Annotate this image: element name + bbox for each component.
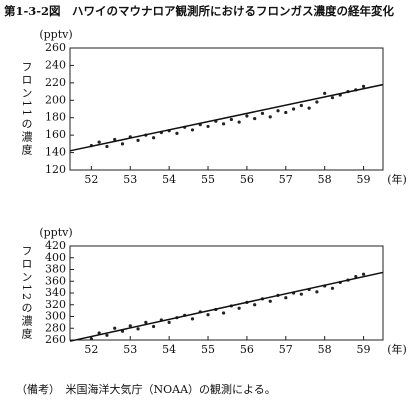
y-tick-label: 300 bbox=[45, 310, 66, 323]
data-point bbox=[354, 274, 358, 279]
x-tick-label: 52 bbox=[84, 343, 98, 356]
data-point bbox=[253, 303, 257, 307]
y-unit: (pptv) bbox=[39, 28, 72, 41]
data-point bbox=[120, 142, 125, 146]
data-point bbox=[229, 117, 233, 122]
data-point bbox=[175, 131, 179, 135]
y-tick-label: 180 bbox=[45, 111, 66, 124]
y-tick-label: 200 bbox=[45, 93, 66, 106]
data-point bbox=[268, 299, 272, 303]
data-point bbox=[299, 292, 303, 296]
plot-frame bbox=[69, 47, 384, 171]
trend-line bbox=[69, 83, 384, 152]
x-tick-label: 57 bbox=[279, 343, 293, 356]
data-point bbox=[253, 116, 257, 121]
y-tick-label: 140 bbox=[45, 146, 66, 159]
data-point bbox=[221, 311, 226, 315]
data-point bbox=[206, 124, 210, 129]
data-point bbox=[245, 114, 249, 118]
data-point bbox=[284, 296, 288, 300]
x-tick-label: 56 bbox=[240, 173, 254, 186]
data-point bbox=[361, 84, 366, 88]
data-point bbox=[237, 120, 241, 124]
data-point bbox=[315, 290, 319, 294]
data-point bbox=[190, 128, 195, 132]
data-point bbox=[97, 331, 101, 335]
data-point bbox=[260, 111, 265, 115]
data-point bbox=[105, 144, 109, 149]
figure-title: 第1-3-2図 ハワイのマウナロア観測所におけるフロンガス濃度の経年変化 bbox=[4, 4, 395, 18]
data-point bbox=[330, 286, 335, 290]
x-unit: (年) bbox=[387, 172, 407, 186]
x-tick-label: 55 bbox=[201, 343, 215, 356]
x-unit: (年) bbox=[387, 342, 407, 356]
x-tick-label: 56 bbox=[240, 343, 254, 356]
y-tick-label: 360 bbox=[45, 274, 66, 287]
y-tick-label: 280 bbox=[45, 321, 66, 334]
data-point bbox=[268, 115, 272, 119]
data-point bbox=[89, 337, 93, 341]
data-point bbox=[330, 96, 335, 100]
y-tick-label: 260 bbox=[45, 41, 66, 54]
data-point bbox=[105, 333, 109, 337]
data-point bbox=[151, 324, 156, 329]
data-point bbox=[361, 272, 366, 276]
plot-frame bbox=[69, 245, 384, 341]
data-point bbox=[136, 138, 140, 142]
data-point bbox=[144, 320, 148, 324]
data-point bbox=[128, 324, 132, 328]
data-point bbox=[167, 320, 171, 324]
x-tick-label: 58 bbox=[318, 173, 332, 186]
data-point bbox=[190, 317, 195, 321]
x-tick-label: 53 bbox=[123, 343, 137, 356]
x-tick-label: 53 bbox=[123, 173, 137, 186]
y-unit: (pptv) bbox=[39, 226, 72, 239]
data-point bbox=[237, 306, 241, 310]
footnote: （備考） 米国海洋大気庁（NOAA）の観測による。 bbox=[16, 382, 276, 396]
data-point bbox=[151, 136, 156, 140]
y-tick-label: 240 bbox=[45, 58, 66, 71]
y-axis-label: フロン12の濃度 bbox=[20, 245, 33, 341]
y-axis-label: フロン11の濃度 bbox=[20, 61, 33, 157]
x-tick-label: 54 bbox=[162, 173, 176, 186]
x-tick-label: 59 bbox=[357, 173, 371, 186]
data-point bbox=[206, 313, 210, 317]
data-point bbox=[323, 91, 327, 95]
x-tick-label: 59 bbox=[357, 343, 371, 356]
y-tick-label: 220 bbox=[45, 76, 66, 89]
data-point bbox=[113, 326, 117, 330]
y-tick-label: 400 bbox=[45, 251, 66, 264]
trend-line bbox=[69, 271, 384, 342]
data-point bbox=[113, 137, 117, 142]
data-point bbox=[136, 327, 140, 331]
y-tick-label: 320 bbox=[45, 298, 66, 311]
data-point bbox=[315, 100, 319, 104]
y-tick-label: 380 bbox=[45, 263, 66, 276]
y-tick-label: 120 bbox=[45, 163, 66, 176]
data-point bbox=[299, 103, 303, 108]
data-point bbox=[284, 110, 288, 115]
y-tick-label: 160 bbox=[45, 128, 66, 141]
x-tick-label: 52 bbox=[84, 173, 98, 186]
x-tick-label: 54 bbox=[162, 343, 176, 356]
y-tick-label: 340 bbox=[45, 286, 66, 299]
y-tick-label: 260 bbox=[45, 333, 66, 346]
data-point bbox=[221, 122, 226, 126]
data-point bbox=[307, 106, 311, 110]
data-point bbox=[276, 109, 280, 113]
data-point bbox=[291, 107, 296, 111]
x-tick-label: 55 bbox=[201, 173, 215, 186]
y-tick-label: 420 bbox=[45, 239, 66, 252]
x-tick-label: 58 bbox=[318, 343, 332, 356]
data-point bbox=[97, 140, 101, 144]
x-tick-label: 57 bbox=[279, 173, 293, 186]
